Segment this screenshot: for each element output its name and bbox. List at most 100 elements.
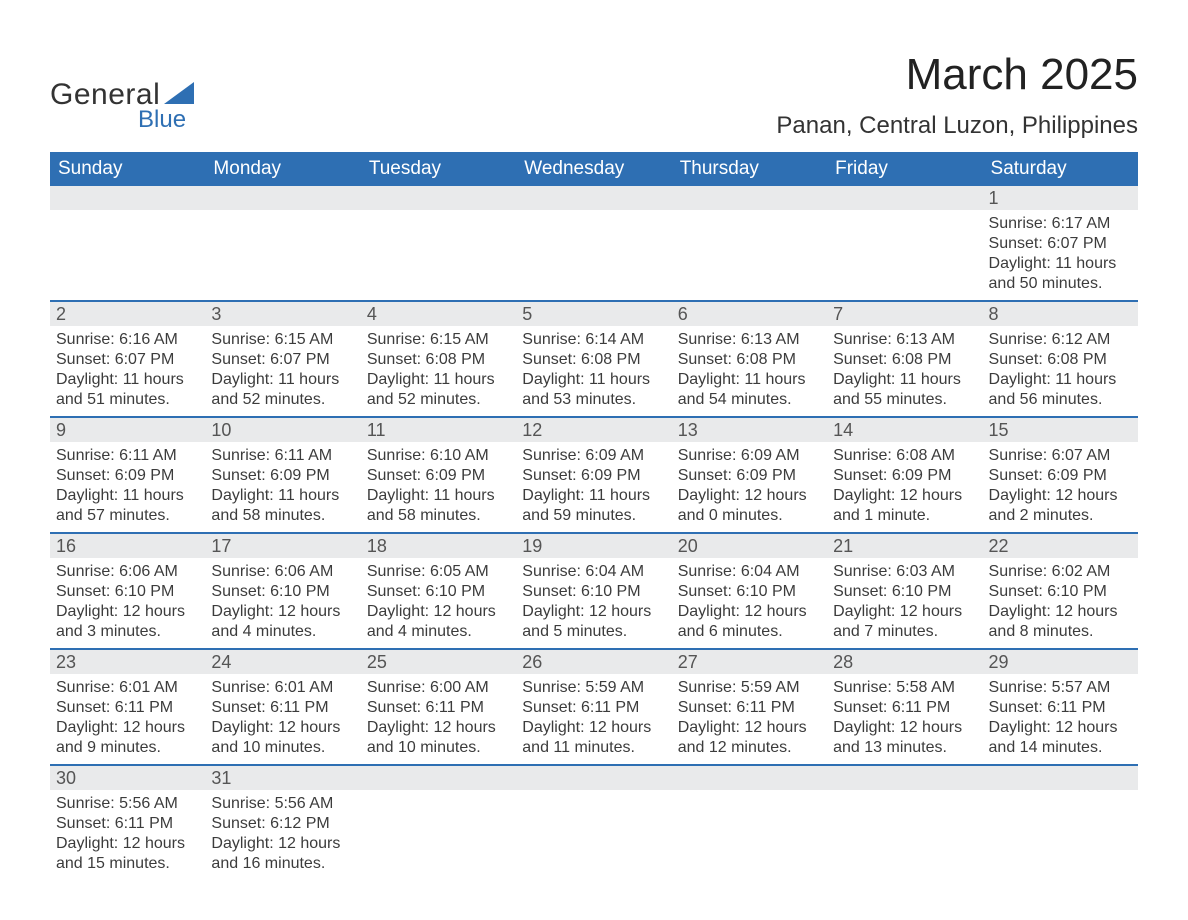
day-number: 12 [516,418,671,442]
sunset-line: Sunset: 6:11 PM [211,698,356,718]
sunset-line: Sunset: 6:11 PM [56,814,201,834]
sunrise-line: Sunrise: 6:01 AM [211,678,356,698]
day-body: Sunrise: 5:56 AMSunset: 6:11 PMDaylight:… [50,790,205,880]
calendar-day-cell: 11Sunrise: 6:10 AMSunset: 6:09 PMDayligh… [361,417,516,533]
weekday-header: Monday [205,152,360,186]
daylight-line: Daylight: 12 hours and 7 minutes. [833,602,978,642]
calendar-day-cell: 13Sunrise: 6:09 AMSunset: 6:09 PMDayligh… [672,417,827,533]
calendar-day-cell [672,765,827,880]
calendar-day-cell [50,186,205,301]
day-body: Sunrise: 6:09 AMSunset: 6:09 PMDaylight:… [516,442,671,532]
calendar-day-cell: 8Sunrise: 6:12 AMSunset: 6:08 PMDaylight… [983,301,1138,417]
month-title: March 2025 [776,50,1138,100]
daylight-line: Daylight: 11 hours and 58 minutes. [211,486,356,526]
calendar-day-cell: 28Sunrise: 5:58 AMSunset: 6:11 PMDayligh… [827,649,982,765]
day-body: Sunrise: 6:00 AMSunset: 6:11 PMDaylight:… [361,674,516,764]
calendar-day-cell: 30Sunrise: 5:56 AMSunset: 6:11 PMDayligh… [50,765,205,880]
daylight-line: Daylight: 11 hours and 55 minutes. [833,370,978,410]
weekday-header: Wednesday [516,152,671,186]
day-body: Sunrise: 6:11 AMSunset: 6:09 PMDaylight:… [50,442,205,532]
logo-text-blue: Blue [138,106,194,134]
calendar-day-cell [361,765,516,880]
sunrise-line: Sunrise: 6:01 AM [56,678,201,698]
sunrise-line: Sunrise: 6:06 AM [211,562,356,582]
day-number: 2 [50,302,205,326]
sunrise-line: Sunrise: 6:10 AM [367,446,512,466]
sunrise-line: Sunrise: 5:56 AM [56,794,201,814]
day-number: 1 [983,186,1138,210]
daylight-line: Daylight: 11 hours and 52 minutes. [367,370,512,410]
day-number: 18 [361,534,516,558]
sunset-line: Sunset: 6:10 PM [989,582,1134,602]
calendar-day-cell: 15Sunrise: 6:07 AMSunset: 6:09 PMDayligh… [983,417,1138,533]
sunrise-line: Sunrise: 6:17 AM [989,214,1134,234]
sunset-line: Sunset: 6:07 PM [989,234,1134,254]
day-body [827,790,982,800]
sunrise-line: Sunrise: 6:09 AM [522,446,667,466]
day-body: Sunrise: 5:56 AMSunset: 6:12 PMDaylight:… [205,790,360,880]
calendar-day-cell: 12Sunrise: 6:09 AMSunset: 6:09 PMDayligh… [516,417,671,533]
sunrise-line: Sunrise: 6:04 AM [678,562,823,582]
sunrise-line: Sunrise: 6:03 AM [833,562,978,582]
sunset-line: Sunset: 6:07 PM [56,350,201,370]
sunset-line: Sunset: 6:09 PM [367,466,512,486]
day-body [983,790,1138,800]
day-number: 21 [827,534,982,558]
daylight-line: Daylight: 12 hours and 11 minutes. [522,718,667,758]
weekday-header: Saturday [983,152,1138,186]
calendar-day-cell [516,765,671,880]
day-body: Sunrise: 6:01 AMSunset: 6:11 PMDaylight:… [50,674,205,764]
day-number: 31 [205,766,360,790]
sunset-line: Sunset: 6:07 PM [211,350,356,370]
calendar-day-cell [516,186,671,301]
day-number: 8 [983,302,1138,326]
logo: General Blue [50,78,194,134]
sunrise-line: Sunrise: 5:59 AM [678,678,823,698]
sunset-line: Sunset: 6:11 PM [367,698,512,718]
daylight-line: Daylight: 12 hours and 8 minutes. [989,602,1134,642]
daylight-line: Daylight: 12 hours and 1 minute. [833,486,978,526]
daylight-line: Daylight: 11 hours and 50 minutes. [989,254,1134,294]
weekday-header: Sunday [50,152,205,186]
day-body: Sunrise: 6:13 AMSunset: 6:08 PMDaylight:… [672,326,827,416]
day-number: 4 [361,302,516,326]
day-body: Sunrise: 6:10 AMSunset: 6:09 PMDaylight:… [361,442,516,532]
sunrise-line: Sunrise: 6:09 AM [678,446,823,466]
sunset-line: Sunset: 6:09 PM [522,466,667,486]
day-number [827,186,982,210]
title-block: March 2025 Panan, Central Luzon, Philipp… [776,50,1138,140]
calendar-day-cell: 14Sunrise: 6:08 AMSunset: 6:09 PMDayligh… [827,417,982,533]
sunset-line: Sunset: 6:10 PM [367,582,512,602]
day-number: 26 [516,650,671,674]
sunrise-line: Sunrise: 6:04 AM [522,562,667,582]
calendar-week-row: 9Sunrise: 6:11 AMSunset: 6:09 PMDaylight… [50,417,1138,533]
day-number [983,766,1138,790]
calendar-day-cell [205,186,360,301]
day-number: 29 [983,650,1138,674]
calendar-day-cell: 19Sunrise: 6:04 AMSunset: 6:10 PMDayligh… [516,533,671,649]
daylight-line: Daylight: 11 hours and 57 minutes. [56,486,201,526]
day-body: Sunrise: 6:15 AMSunset: 6:08 PMDaylight:… [361,326,516,416]
sunset-line: Sunset: 6:10 PM [211,582,356,602]
daylight-line: Daylight: 12 hours and 15 minutes. [56,834,201,874]
calendar-day-cell: 18Sunrise: 6:05 AMSunset: 6:10 PMDayligh… [361,533,516,649]
day-number [205,186,360,210]
sunrise-line: Sunrise: 6:00 AM [367,678,512,698]
daylight-line: Daylight: 12 hours and 9 minutes. [56,718,201,758]
calendar-day-cell: 7Sunrise: 6:13 AMSunset: 6:08 PMDaylight… [827,301,982,417]
day-number: 16 [50,534,205,558]
day-body: Sunrise: 5:58 AMSunset: 6:11 PMDaylight:… [827,674,982,764]
sunrise-line: Sunrise: 5:59 AM [522,678,667,698]
sunrise-line: Sunrise: 6:12 AM [989,330,1134,350]
sunrise-line: Sunrise: 6:11 AM [56,446,201,466]
day-number: 19 [516,534,671,558]
day-number [50,186,205,210]
day-number [672,766,827,790]
sunset-line: Sunset: 6:10 PM [833,582,978,602]
daylight-line: Daylight: 12 hours and 0 minutes. [678,486,823,526]
daylight-line: Daylight: 11 hours and 54 minutes. [678,370,823,410]
sunset-line: Sunset: 6:09 PM [211,466,356,486]
calendar-week-row: 23Sunrise: 6:01 AMSunset: 6:11 PMDayligh… [50,649,1138,765]
day-body [361,210,516,220]
daylight-line: Daylight: 12 hours and 6 minutes. [678,602,823,642]
